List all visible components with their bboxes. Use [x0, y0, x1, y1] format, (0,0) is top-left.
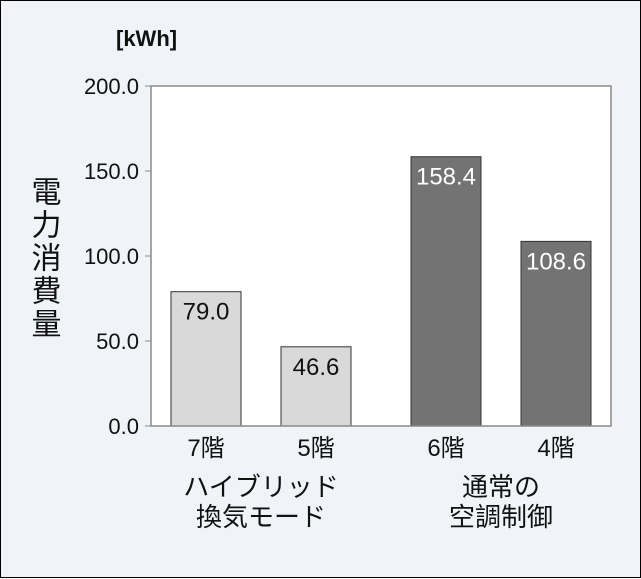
bar-category-label: 6階 [427, 435, 464, 462]
y-axis-title: 電力消費量 [27, 176, 61, 341]
bar-value-label: 158.4 [416, 164, 476, 191]
bar-value-label: 46.6 [293, 354, 340, 381]
group-label-line1: 通常の [462, 472, 540, 502]
bar-category-label: 5階 [297, 435, 334, 462]
bar-category-label: 7階 [187, 435, 224, 462]
y-tick-label: 150.0 [84, 159, 139, 184]
group-label-line2: 換気モード [196, 502, 326, 532]
y-tick-label: 200.0 [84, 74, 139, 99]
bar [411, 157, 481, 426]
group-label-line2: 空調制御 [449, 502, 553, 532]
group-label-line1: ハイブリッド [183, 472, 338, 502]
unit-label: [kWh] [116, 26, 177, 51]
bar-value-label: 108.6 [526, 248, 586, 275]
bar-value-label: 79.0 [183, 299, 230, 326]
chart-container: 0.0 50.0 100.0 150.0 200.0 79.0 7階 46.6 5階 158.4 6… [0, 0, 641, 578]
y-tick-label: 50.0 [96, 329, 139, 354]
bar-chart: 0.0 50.0 100.0 150.0 200.0 79.0 7階 46.6 5階 158.4 6… [1, 1, 641, 579]
y-tick-label: 0.0 [108, 414, 139, 439]
y-tick-label: 100.0 [84, 244, 139, 269]
bar-category-label: 4階 [537, 435, 574, 462]
